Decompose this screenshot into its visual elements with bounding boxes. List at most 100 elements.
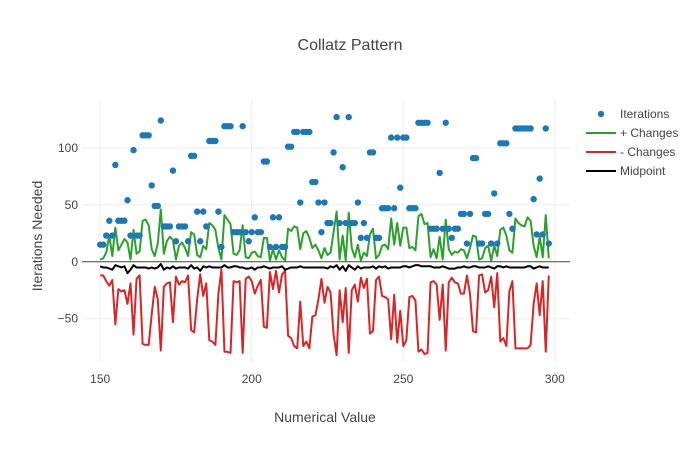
data-point-iterations (172, 238, 180, 245)
data-point-iterations (269, 214, 277, 221)
data-point-iterations (351, 219, 358, 227)
data-point-iterations (433, 225, 440, 232)
data-point-iterations (227, 123, 234, 130)
data-point-iterations (275, 214, 283, 221)
data-point-iterations (369, 149, 377, 156)
data-point-iterations (197, 238, 204, 245)
data-point-iterations (190, 152, 198, 160)
data-point-iterations (166, 223, 174, 230)
data-point-iterations (169, 167, 177, 174)
chart-title: Collatz Pattern (298, 37, 403, 54)
data-point-iterations (266, 243, 274, 251)
y-axis-title: Iterations Needed (29, 181, 45, 292)
y-tick-label: 50 (65, 198, 79, 212)
data-point-iterations (127, 232, 134, 239)
legend[interactable]: Iterations + Changes - Changes Midpoint (586, 107, 678, 178)
data-point-iterations (509, 225, 516, 232)
data-point-iterations (424, 119, 431, 126)
legend-item-iterations[interactable]: Iterations (597, 107, 670, 121)
data-point-iterations (448, 234, 455, 242)
data-point-iterations (545, 240, 552, 247)
data-point-iterations (345, 113, 352, 121)
data-point-iterations (454, 225, 462, 232)
data-point-iterations (130, 146, 137, 154)
data-point-iterations (542, 125, 549, 132)
data-point-iterations (403, 134, 410, 141)
data-point-iterations (294, 128, 301, 136)
data-point-iterations (245, 238, 252, 245)
data-point-iterations (487, 240, 495, 247)
data-point-iterations (321, 199, 328, 206)
data-point-iterations (157, 117, 165, 124)
x-axis-title: Numerical Value (274, 409, 376, 425)
legend-label-minus-changes: - Changes (620, 145, 675, 159)
data-point-iterations (318, 228, 325, 236)
data-point-iterations (272, 243, 280, 251)
data-point-iterations (312, 178, 319, 186)
data-point-iterations (121, 217, 128, 224)
data-point-iterations (103, 232, 110, 239)
data-point-iterations (484, 210, 492, 218)
data-point-iterations (203, 223, 210, 230)
data-point-iterations (218, 243, 225, 251)
x-tick-label: 250 (393, 372, 413, 386)
data-point-iterations (193, 208, 201, 215)
data-point-iterations (184, 238, 192, 245)
data-point-iterations (181, 223, 189, 230)
y-tick-label: −50 (58, 312, 79, 326)
data-point-iterations (354, 199, 362, 206)
data-point-iterations (460, 210, 468, 218)
data-point-iterations (357, 234, 365, 242)
data-point-iterations (306, 128, 313, 136)
data-point-iterations (109, 232, 116, 239)
data-point-iterations (363, 234, 371, 242)
legend-label-midpoint: Midpoint (620, 164, 666, 178)
data-point-iterations (112, 161, 119, 169)
data-point-iterations (239, 123, 246, 130)
data-point-iterations (242, 228, 249, 236)
data-point-iterations (257, 228, 265, 236)
data-point-iterations (494, 240, 501, 247)
data-point-iterations (336, 219, 343, 227)
data-point-iterations (503, 140, 510, 147)
data-point-iterations (491, 190, 498, 197)
data-point-iterations (342, 219, 349, 227)
data-point-iterations (212, 137, 219, 145)
data-point-iterations (442, 119, 449, 126)
data-point-iterations (106, 217, 113, 224)
y-tick-label: 100 (58, 141, 78, 155)
data-point-iterations (360, 219, 368, 227)
data-point-iterations (215, 208, 222, 215)
data-point-iterations (527, 125, 534, 132)
legend-item-minus-changes[interactable]: - Changes (586, 145, 675, 159)
data-point-iterations (330, 149, 337, 156)
grid-lines (82, 100, 570, 362)
legend-label-plus-changes: + Changes (620, 126, 678, 140)
x-tick-label: 200 (242, 372, 262, 386)
data-point-iterations (339, 164, 346, 171)
data-point-iterations (333, 113, 340, 121)
data-point-iterations (263, 158, 271, 165)
data-point-iterations (463, 240, 471, 247)
legend-item-midpoint[interactable]: Midpoint (586, 164, 666, 178)
data-point-iterations (281, 243, 289, 251)
data-point-iterations (124, 197, 131, 204)
data-point-iterations (315, 199, 322, 206)
data-point-iterations (297, 199, 304, 206)
data-point-iterations (248, 228, 255, 236)
data-point-iterations (536, 175, 543, 182)
data-point-iterations (287, 143, 295, 150)
data-point-iterations (394, 134, 401, 141)
data-point-iterations (466, 210, 474, 218)
legend-marker-iterations (597, 110, 605, 118)
data-point-iterations (236, 228, 243, 236)
data-point-iterations (145, 132, 152, 139)
data-point-iterations (530, 195, 537, 203)
data-point-iterations (539, 231, 546, 238)
data-point-iterations (384, 205, 392, 212)
y-tick-label: 0 (71, 255, 78, 269)
data-point-iterations (439, 225, 446, 232)
data-point-iterations (472, 154, 480, 162)
legend-item-plus-changes[interactable]: + Changes (586, 126, 678, 140)
data-point-iterations (327, 219, 334, 227)
